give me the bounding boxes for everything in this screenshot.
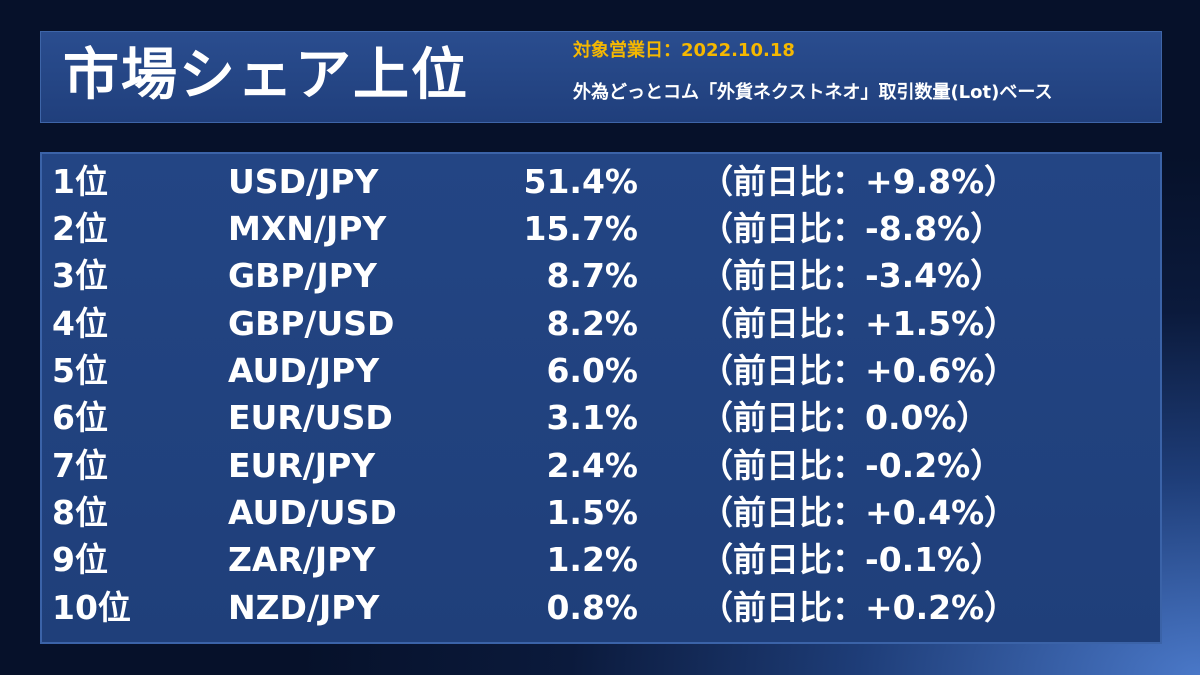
day-over-day-change: （前日比：-8.8%） (700, 209, 1004, 248)
market-share: 3.1% (546, 398, 638, 437)
ranking-row: 7位 EUR/JPY 2.4% （前日比：-0.2%） (42, 442, 1160, 489)
day-over-day-change: （前日比：+0.2%） (700, 588, 1018, 627)
ranking-row: 9位 ZAR/JPY 1.2% （前日比：-0.1%） (42, 536, 1160, 583)
ranking-row: 6位 EUR/USD 3.1% （前日比：0.0%） (42, 394, 1160, 441)
ranking-row: 1位 USD/JPY 51.4% （前日比：+9.8%） (42, 158, 1160, 205)
currency-pair: EUR/JPY (228, 446, 376, 485)
page-title: 市場シェア上位 (63, 43, 469, 108)
currency-pair: NZD/JPY (228, 588, 380, 627)
day-over-day-change: （前日比：+0.4%） (700, 493, 1018, 532)
currency-pair: EUR/USD (228, 398, 393, 437)
day-over-day-change: （前日比：-0.2%） (700, 446, 1004, 485)
market-share: 1.5% (546, 493, 638, 532)
business-date-label: 対象営業日：2022.10.18 (573, 40, 795, 61)
rank-label: 5位 (52, 351, 108, 390)
title-banner: 市場シェア上位 対象営業日：2022.10.18 外為どっとコム「外貨ネクストネ… (40, 31, 1162, 123)
ranking-row: 8位 AUD/USD 1.5% （前日比：+0.4%） (42, 489, 1160, 536)
rank-label: 3位 (52, 256, 108, 295)
ranking-row: 5位 AUD/JPY 6.0% （前日比：+0.6%） (42, 347, 1160, 394)
day-over-day-change: （前日比：-0.1%） (700, 540, 1004, 579)
rank-label: 8位 (52, 493, 108, 532)
market-share: 15.7% (523, 209, 639, 248)
market-share: 0.8% (546, 588, 638, 627)
rank-label: 4位 (52, 304, 108, 343)
market-share: 8.2% (546, 304, 638, 343)
market-share: 2.4% (546, 446, 638, 485)
ranking-row: 4位 GBP/USD 8.2% （前日比：+1.5%） (42, 300, 1160, 347)
currency-pair: AUD/JPY (228, 351, 380, 390)
rank-label: 6位 (52, 398, 108, 437)
currency-pair: USD/JPY (228, 162, 379, 201)
rank-label: 2位 (52, 209, 108, 248)
rank-label: 1位 (52, 162, 108, 201)
ranking-row: 2位 MXN/JPY 15.7% （前日比：-8.8%） (42, 205, 1160, 252)
rank-label: 7位 (52, 446, 108, 485)
day-over-day-change: （前日比：+1.5%） (700, 304, 1018, 343)
ranking-row: 10位 NZD/JPY 0.8% （前日比：+0.2%） (42, 584, 1160, 631)
currency-pair: GBP/USD (228, 304, 395, 343)
market-share: 51.4% (523, 162, 639, 201)
currency-pair: MXN/JPY (228, 209, 387, 248)
day-over-day-change: （前日比：+9.8%） (700, 162, 1018, 201)
rank-label: 10位 (52, 588, 131, 627)
day-over-day-change: （前日比：+0.6%） (700, 351, 1018, 390)
market-share: 8.7% (546, 256, 638, 295)
rank-label: 9位 (52, 540, 108, 579)
ranking-row: 3位 GBP/JPY 8.7% （前日比：-3.4%） (42, 252, 1160, 299)
market-share: 1.2% (546, 540, 638, 579)
ranking-table: 1位 USD/JPY 51.4% （前日比：+9.8%） 2位 MXN/JPY … (40, 152, 1162, 644)
currency-pair: GBP/JPY (228, 256, 377, 295)
day-over-day-change: （前日比：-3.4%） (700, 256, 1004, 295)
currency-pair: AUD/USD (228, 493, 397, 532)
market-share: 6.0% (546, 351, 638, 390)
currency-pair: ZAR/JPY (228, 540, 376, 579)
day-over-day-change: （前日比：0.0%） (700, 398, 990, 437)
data-basis-description: 外為どっとコム「外貨ネクストネオ」取引数量(Lot)ベース (573, 82, 1053, 103)
